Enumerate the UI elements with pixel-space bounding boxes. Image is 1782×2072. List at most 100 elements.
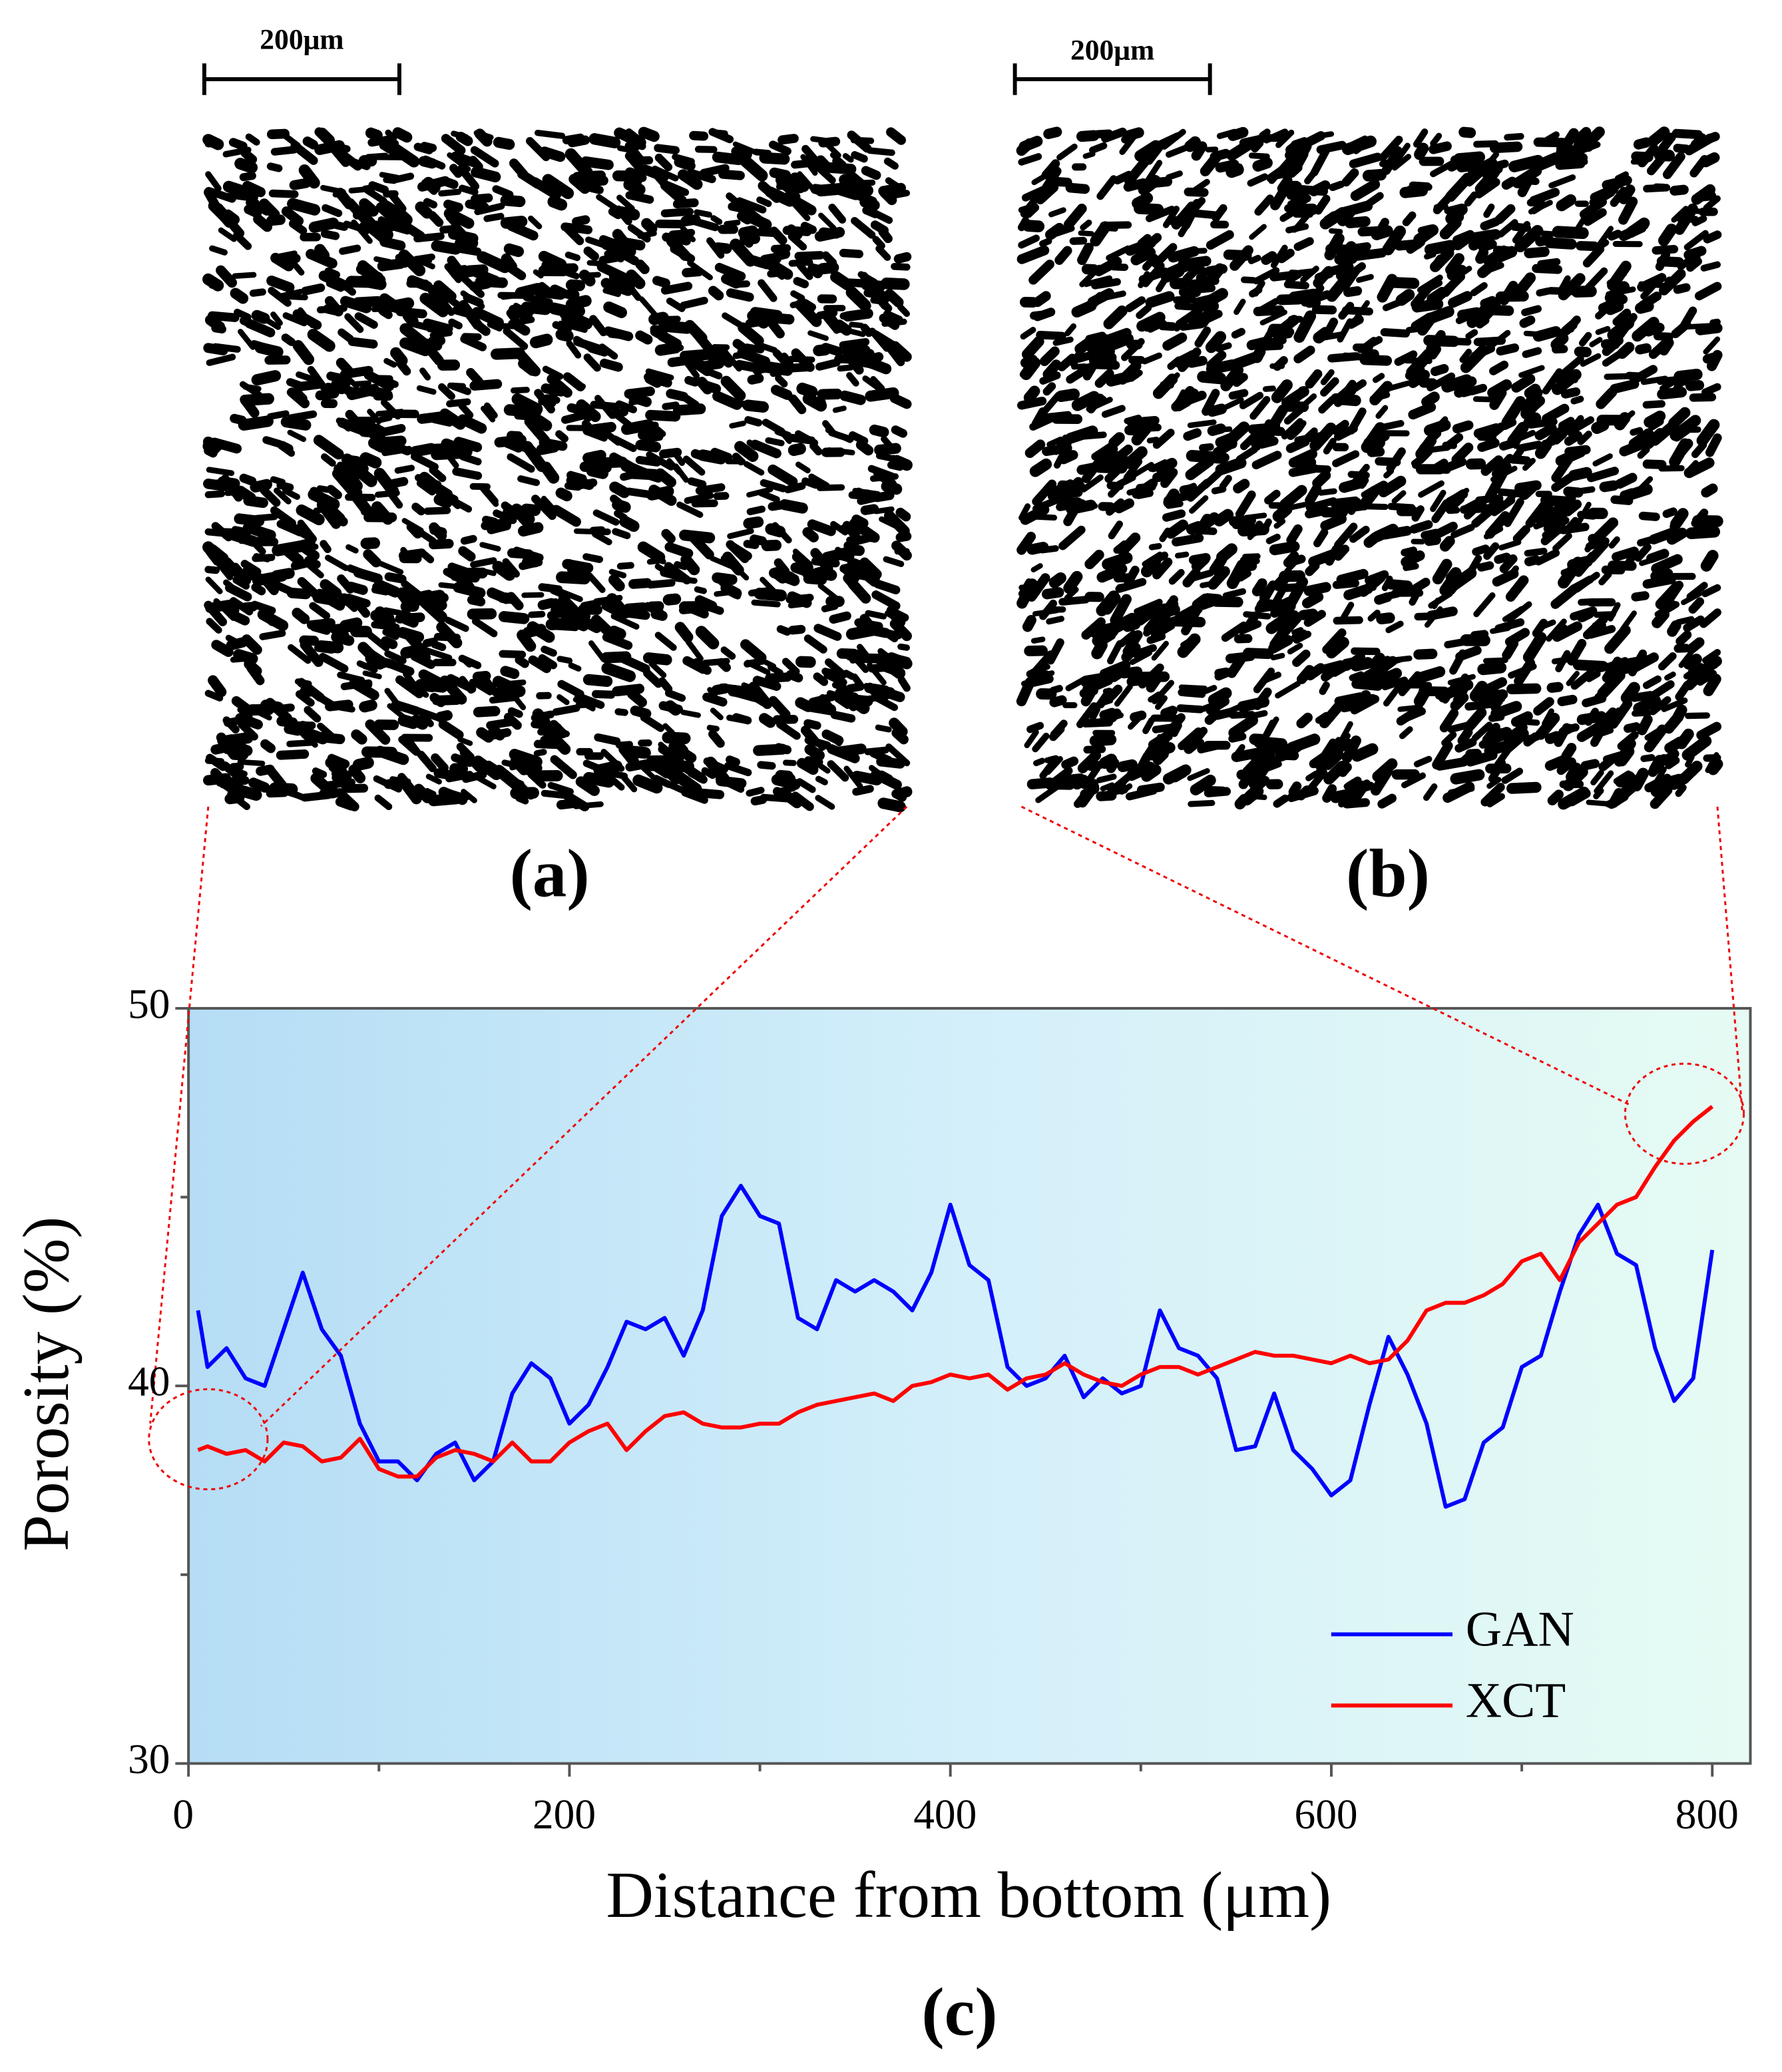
dendrite-blob [1106, 327, 1132, 343]
dendrite-blob [614, 413, 639, 433]
dendrite-blob [1364, 694, 1377, 707]
dendrite-blob [738, 225, 758, 239]
dendrite-blob [292, 608, 310, 624]
dendrite-blob [1323, 437, 1337, 455]
dendrite-blob [1658, 223, 1677, 246]
dendrite-blob [586, 572, 606, 593]
dendrite-blob [1252, 280, 1265, 297]
dendrite-blob [1408, 369, 1431, 388]
dendrite-blob [506, 309, 524, 330]
dendrite-blob [1369, 652, 1385, 670]
dendrite-blob [1174, 551, 1190, 559]
dendrite-blob [637, 230, 657, 239]
dendrite-blob [849, 518, 880, 543]
dendrite-blob [795, 461, 811, 474]
dendrite-blob [875, 245, 891, 262]
dendrite-blob [335, 417, 352, 432]
dendrite-blob [1441, 731, 1457, 747]
dendrite-blob [1055, 477, 1084, 505]
dendrite-blob [1190, 774, 1216, 796]
dendrite-blob [783, 482, 806, 494]
dendrite-blob [626, 392, 637, 404]
dendrite-blob [1024, 203, 1040, 218]
dendrite-blob [1162, 509, 1186, 522]
dendrite-blob [1262, 518, 1272, 531]
dendrite-blob [272, 540, 306, 556]
dendrite-blob [720, 375, 746, 401]
dendrite-blob [1630, 427, 1644, 436]
dendrite-blob [1191, 553, 1210, 572]
dendrite-blob [602, 288, 621, 298]
dendrite-blob [1655, 581, 1683, 610]
dendrite-blob [306, 562, 324, 578]
dendrite-blob [555, 328, 574, 342]
dendrite-blob [206, 353, 236, 366]
dendrite-blob [588, 640, 606, 662]
dendrite-blob [367, 409, 382, 425]
dendrite-blob [270, 476, 286, 486]
dendrite-blob [791, 552, 813, 572]
dendrite-blob [1595, 325, 1611, 335]
dendrite-blob [807, 263, 823, 279]
dendrite-blob [1600, 339, 1620, 350]
dendrite-blob [1344, 501, 1366, 513]
dendrite-blob [337, 672, 365, 684]
dendrite-blob [1488, 689, 1508, 702]
dendrite-blob [1574, 126, 1592, 143]
dendrite-blob [224, 583, 252, 602]
panel-label: (c) [921, 1974, 997, 2050]
dendrite-blob [1159, 599, 1179, 622]
dendrite-blob [1020, 327, 1036, 340]
dendrite-blob [736, 197, 767, 214]
dendrite-blob [378, 307, 393, 319]
dendrite-blob [1091, 639, 1108, 660]
dendrite-blob [507, 221, 539, 241]
dendrite-blob [842, 567, 859, 582]
dendrite-blob [345, 493, 376, 502]
dendrite-blob [1625, 549, 1638, 566]
dendrite-blob [1134, 202, 1164, 216]
dendrite-blob [1669, 438, 1691, 468]
dendrite-blob [1253, 667, 1275, 694]
dendrite-blob [465, 199, 489, 212]
dendrite-blob [1660, 276, 1673, 294]
dendrite-blob [1208, 687, 1232, 706]
dendrite-blob [853, 489, 871, 499]
dendrite-blob [638, 126, 660, 142]
dendrite-blob [1319, 701, 1345, 729]
dendrite-blob [1146, 437, 1160, 444]
dendrite-blob [638, 296, 659, 319]
dendrite-blob [1558, 724, 1575, 737]
dendrite-blob [1114, 684, 1133, 707]
dendrite-blob [696, 377, 714, 395]
dendrite-blob [1591, 419, 1610, 434]
dendrite-blob [463, 293, 484, 308]
dendrite-blob [1644, 410, 1666, 428]
dendrite-blob [470, 557, 497, 568]
dendrite-blob [1206, 696, 1230, 715]
dendrite-blob [1507, 421, 1529, 447]
dendrite-blob [1532, 325, 1562, 342]
dendrite-blob [1305, 131, 1326, 146]
dendrite-blob [1264, 716, 1279, 738]
dendrite-blob [1261, 336, 1287, 347]
dendrite-blob [1085, 331, 1107, 343]
dendrite-blob [216, 265, 238, 288]
dendrite-blob [672, 153, 695, 165]
dendrite-blob [1552, 226, 1589, 240]
dendrite-blob [1046, 638, 1064, 665]
dendrite-blob [1220, 439, 1237, 452]
dendrite-blob [278, 441, 294, 453]
dendrite-blob [1252, 267, 1280, 285]
dendrite-blob [1560, 319, 1578, 336]
dendrite-blob [1694, 282, 1722, 301]
dendrite-blob [258, 198, 280, 220]
dendrite-blob [1148, 731, 1172, 750]
dendrite-blob [801, 700, 837, 716]
dendrite-blob [1050, 696, 1064, 706]
dendrite-blob [502, 558, 520, 578]
dendrite-blob [1325, 637, 1349, 659]
dendrite-blob [521, 302, 552, 315]
dendrite-blob [459, 749, 483, 773]
dendrite-blob [380, 399, 401, 420]
